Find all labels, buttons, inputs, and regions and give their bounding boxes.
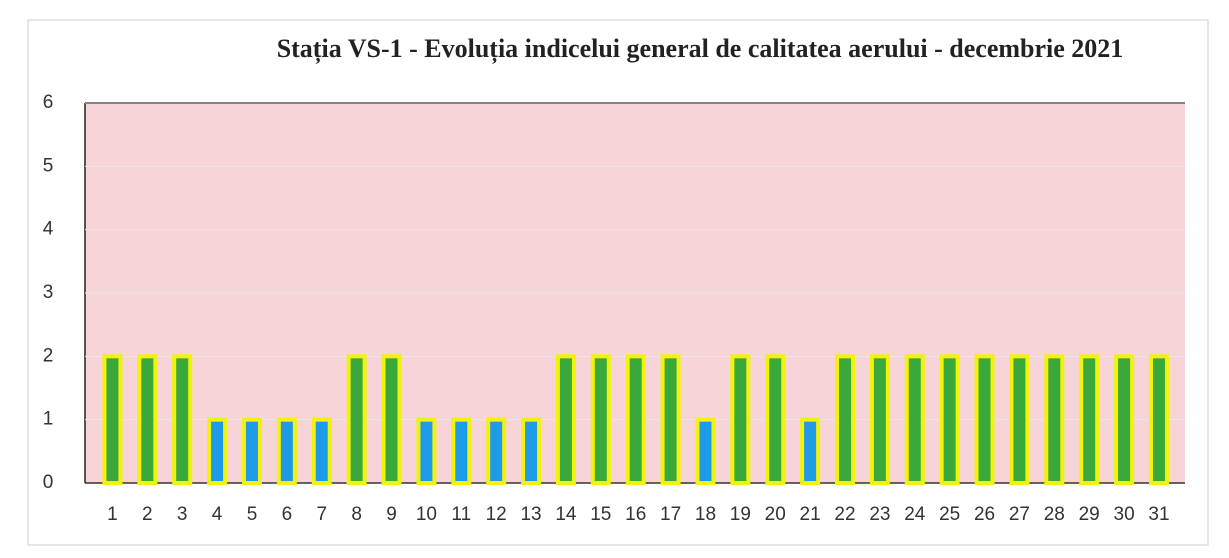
x-tick-label: 24 bbox=[904, 504, 926, 525]
y-tick-label: 5 bbox=[43, 155, 54, 176]
y-tick-label: 4 bbox=[43, 219, 54, 240]
bar bbox=[1079, 354, 1100, 486]
bar bbox=[1114, 354, 1135, 486]
bar bbox=[276, 417, 297, 485]
bar bbox=[416, 417, 437, 485]
bar bbox=[241, 417, 262, 485]
y-tick-label: 3 bbox=[43, 282, 54, 303]
bar bbox=[172, 354, 193, 486]
bar bbox=[590, 354, 611, 486]
bar bbox=[1148, 354, 1169, 486]
x-tick-label: 7 bbox=[316, 504, 327, 525]
bar bbox=[695, 417, 716, 485]
y-tick-label: 2 bbox=[43, 345, 54, 366]
bar bbox=[1044, 354, 1065, 486]
bar bbox=[835, 354, 856, 486]
bar bbox=[1009, 354, 1030, 486]
x-tick-label: 1 bbox=[107, 504, 118, 525]
bar bbox=[904, 354, 925, 486]
y-tick-label: 0 bbox=[43, 472, 54, 493]
x-tick-label: 4 bbox=[212, 504, 223, 525]
x-tick-label: 20 bbox=[765, 504, 786, 525]
bar bbox=[869, 354, 890, 486]
x-tick-label: 12 bbox=[486, 504, 507, 525]
x-tick-label: 31 bbox=[1148, 504, 1169, 525]
x-tick-label: 21 bbox=[800, 504, 821, 525]
chart-title: Stația VS-1 - Evoluția indicelui general… bbox=[276, 34, 1124, 63]
bar bbox=[451, 417, 472, 485]
bar bbox=[346, 354, 367, 486]
x-tick-label: 22 bbox=[834, 504, 855, 525]
x-tick-label: 18 bbox=[695, 504, 716, 525]
x-tick-label: 19 bbox=[730, 504, 751, 525]
x-tick-label: 29 bbox=[1079, 504, 1100, 525]
x-tick-label: 14 bbox=[555, 504, 577, 525]
x-tick-label: 17 bbox=[660, 504, 681, 525]
bar bbox=[730, 354, 751, 486]
bar bbox=[555, 354, 576, 486]
bar bbox=[381, 354, 402, 486]
x-tick-label: 11 bbox=[451, 504, 471, 525]
x-tick-label: 30 bbox=[1114, 504, 1135, 525]
y-tick-label: 1 bbox=[43, 409, 54, 430]
y-tick-label: 6 bbox=[43, 92, 54, 113]
x-tick-label: 9 bbox=[386, 504, 397, 525]
x-tick-label: 6 bbox=[282, 504, 293, 525]
x-tick-label: 25 bbox=[939, 504, 960, 525]
x-tick-label: 15 bbox=[590, 504, 611, 525]
bar bbox=[625, 354, 646, 486]
x-tick-label: 16 bbox=[625, 504, 646, 525]
bar bbox=[311, 417, 332, 485]
bar bbox=[486, 417, 507, 485]
bar bbox=[765, 354, 786, 486]
x-tick-label: 28 bbox=[1044, 504, 1065, 525]
bar bbox=[974, 354, 995, 486]
x-tick-label: 13 bbox=[520, 504, 541, 525]
bar bbox=[800, 417, 821, 485]
bar bbox=[939, 354, 960, 486]
chart-frame bbox=[27, 19, 1209, 546]
bar bbox=[521, 417, 542, 485]
x-tick-label: 27 bbox=[1009, 504, 1030, 525]
bar bbox=[207, 417, 228, 485]
x-tick-label: 3 bbox=[177, 504, 188, 525]
x-tick-label: 23 bbox=[869, 504, 890, 525]
x-tick-label: 10 bbox=[416, 504, 437, 525]
x-tick-label: 26 bbox=[974, 504, 995, 525]
bar bbox=[102, 354, 123, 486]
x-tick-label: 5 bbox=[247, 504, 258, 525]
bar bbox=[660, 354, 681, 486]
x-tick-label: 2 bbox=[142, 504, 153, 525]
x-tick-label: 8 bbox=[351, 504, 362, 525]
bar bbox=[137, 354, 158, 486]
